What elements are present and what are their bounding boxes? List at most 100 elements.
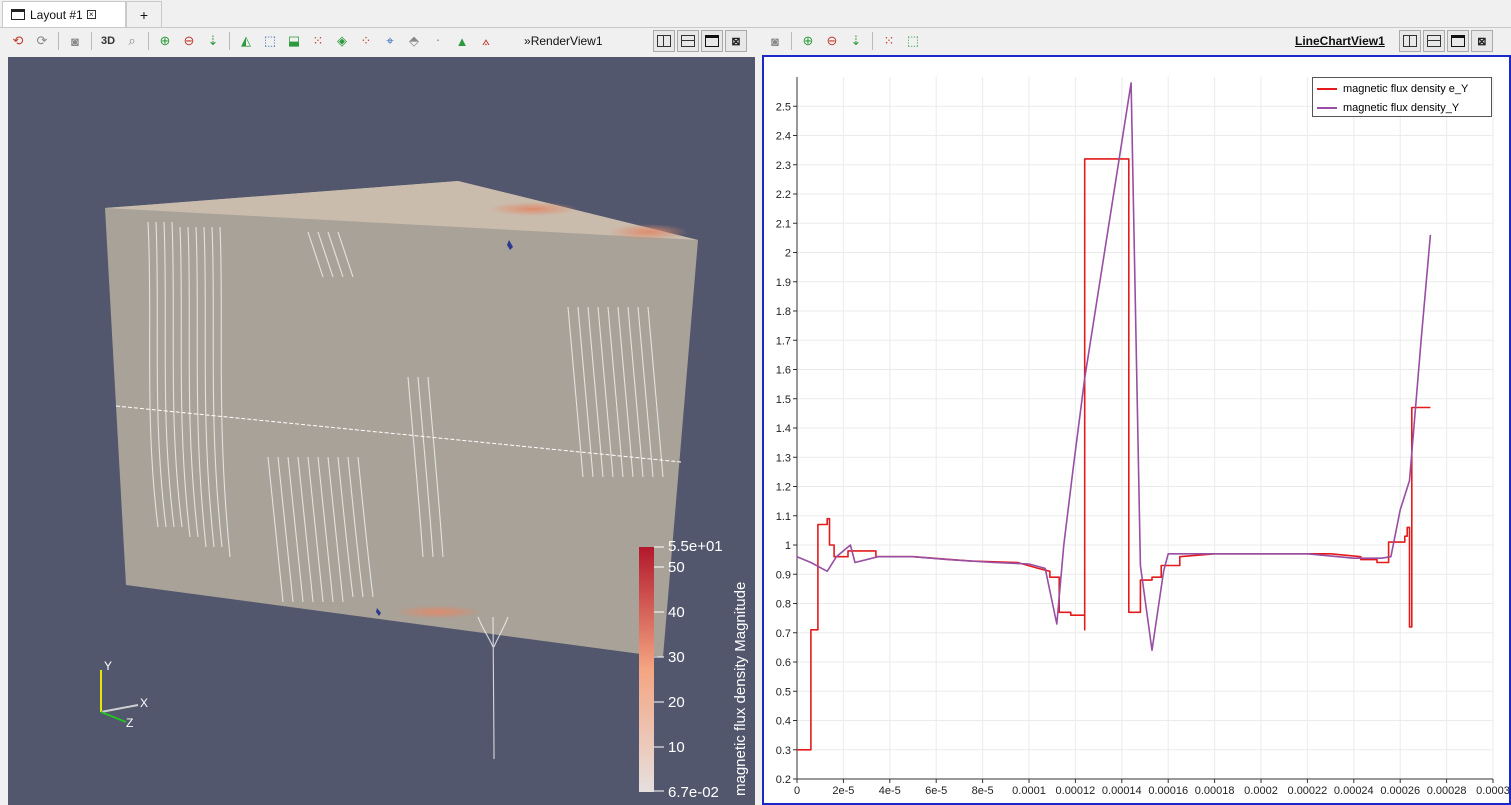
y-tick-label: 2.4 — [776, 131, 791, 143]
toolbar-overflow-chevron[interactable]: » — [524, 34, 531, 48]
maximize-button[interactable] — [701, 30, 723, 52]
y-tick-label: 0.6 — [776, 657, 791, 669]
y-tick-label: 0.8 — [776, 599, 791, 611]
x-axis-arrow — [100, 704, 139, 713]
series-line — [797, 158, 1431, 751]
y-tick-label: 1.5 — [776, 394, 791, 406]
y-tick-label: 1.4 — [776, 423, 791, 435]
window-icon — [11, 9, 25, 20]
y-tick-label: 0.9 — [776, 569, 791, 581]
remove-camera-icon[interactable]: ⊖ — [183, 33, 195, 48]
chart-view-toolbar: ◙ ⊕ ⊖ ⇣ ⁙ ⬚ — [763, 28, 925, 54]
hotspot — [393, 605, 483, 619]
close-view-button[interactable]: ⊠ — [725, 30, 747, 52]
tab-label: Layout #1 — [30, 7, 83, 22]
select-cells-through-icon[interactable]: ⬓ — [287, 33, 301, 48]
x-tick-label: 0.00026 — [1380, 785, 1420, 797]
close-view-button[interactable]: ⊠ — [1470, 30, 1493, 52]
render-view-frame-buttons: ⊠ — [651, 28, 747, 54]
chart-legend: magnetic flux density e_Y magnetic flux … — [1312, 77, 1492, 117]
y-tick-label: 1.6 — [776, 365, 791, 377]
split-horizontal-icon — [1402, 35, 1417, 47]
colorbar-title: magnetic flux density Magnitude — [732, 582, 749, 796]
series — [796, 82, 1432, 751]
legend-swatch — [1317, 87, 1337, 90]
select-polygon-cells-icon[interactable]: ◈ — [337, 33, 347, 48]
colorbar-max-label: 5.5e+01 — [668, 538, 723, 555]
legend-entry: magnetic flux density_Y — [1313, 99, 1491, 116]
add-camera-icon[interactable]: ⊕ — [159, 33, 171, 48]
toggle-3d-button[interactable]: 3D — [100, 35, 116, 47]
select-cells-on-icon[interactable]: ◭ — [241, 33, 251, 48]
legend-entry: magnetic flux density e_Y — [1313, 80, 1491, 97]
render-view[interactable]: Y X Z 5.5e+01 6.7e-02 50 40 30 20 10 mag… — [8, 57, 755, 805]
reset-camera-icon[interactable]: ⟲ — [12, 33, 24, 48]
x-tick-label: 8e-5 — [972, 785, 994, 797]
split-vertical-button[interactable] — [677, 30, 699, 52]
split-vertical-icon — [681, 35, 695, 47]
y-tick-label: 0.5 — [776, 686, 791, 698]
x-tick-label: 0.00028 — [1427, 785, 1467, 797]
x-tick-label: 0.0003 — [1476, 785, 1509, 797]
toolbar-separator — [872, 32, 873, 50]
x-tick-label: 0.0001 — [1012, 785, 1046, 797]
y-tick-label: 1.7 — [776, 335, 791, 347]
adjust-camera-icon[interactable]: ⇣ — [850, 33, 862, 48]
tab-layout-1[interactable]: Layout #1 × — [2, 1, 126, 27]
x-tick-label: 0.0002 — [1244, 785, 1278, 797]
zoom-to-box-icon[interactable]: ⌕ — [128, 33, 136, 48]
maximize-button[interactable] — [1446, 30, 1469, 52]
colorbar-tick-label: 20 — [668, 694, 685, 711]
colorbar-tick-label: 50 — [668, 559, 685, 576]
split-vertical-button[interactable] — [1422, 30, 1445, 52]
select-points-on-icon[interactable]: ⬚ — [263, 33, 277, 48]
x-tick-label: 0.00024 — [1334, 785, 1374, 797]
add-layout-tab-button[interactable]: + — [126, 1, 162, 27]
mesh-box-front-face — [105, 181, 698, 657]
select-polygon-points-icon[interactable]: ⁘ — [360, 33, 372, 48]
x-axis-label: X — [140, 696, 148, 710]
colorbar-tick-label: 30 — [668, 649, 685, 666]
y-tick-label: 1.1 — [776, 511, 791, 523]
marker — [507, 240, 513, 250]
tab-close-icon[interactable]: × — [86, 10, 96, 19]
y-tick-label: 2.5 — [776, 101, 791, 113]
split-horizontal-button[interactable] — [653, 30, 675, 52]
layout-tabbar: Layout #1 × + — [0, 0, 1511, 28]
x-tick-label: 0.00022 — [1288, 785, 1328, 797]
y-tick-label: 1.3 — [776, 452, 791, 464]
split-vertical-icon — [1426, 35, 1441, 47]
toolbar-separator — [229, 32, 230, 50]
screenshot-icon[interactable]: ◙ — [71, 33, 79, 49]
y-tick-label: 1.8 — [776, 306, 791, 318]
hover-points-icon[interactable]: ⬘ — [409, 33, 419, 48]
grow-selection-icon[interactable]: ⋅ — [435, 33, 441, 48]
line-chart-view[interactable]: 0.2 0.3 0.4 0.5 0.6 0.7 0.8 0.9 1 1.1 1.2 1.3 1.4 1.5… — [762, 55, 1511, 805]
shrink-selection-icon[interactable]: ▲ — [455, 33, 469, 49]
toolbar-separator — [148, 32, 149, 50]
mesh-box-top-face — [105, 181, 698, 240]
screenshot-icon[interactable]: ◙ — [771, 33, 779, 49]
select-points-box-icon[interactable]: ⬚ — [906, 33, 920, 48]
y-tick-label: 1.9 — [776, 277, 791, 289]
marker — [376, 608, 381, 616]
clear-selection-icon[interactable]: ⟑ — [482, 33, 490, 48]
split-horizontal-button[interactable] — [1398, 30, 1421, 52]
toolbar-separator — [91, 32, 92, 50]
reset-camera-closest-icon[interactable]: ⟳ — [36, 33, 48, 48]
series-line — [796, 82, 1432, 652]
z-axis-label: Z — [126, 716, 133, 730]
y-tick-label: 2.3 — [776, 160, 791, 172]
colorbar — [639, 547, 654, 792]
y-tick-label: 0.2 — [776, 774, 791, 786]
y-tick-label: 0.3 — [776, 745, 791, 757]
add-camera-icon[interactable]: ⊕ — [802, 33, 814, 48]
remove-camera-icon[interactable]: ⊖ — [826, 33, 838, 48]
maximize-icon — [705, 35, 719, 47]
select-points-icon[interactable]: ⁙ — [883, 33, 895, 48]
adjust-camera-icon[interactable]: ⇣ — [207, 33, 219, 48]
interactive-select-icon[interactable]: ⌖ — [386, 33, 394, 48]
x-tick-label: 0 — [794, 785, 800, 797]
select-points-through-icon[interactable]: ⁙ — [312, 33, 324, 48]
close-icon: ⊠ — [731, 35, 741, 48]
